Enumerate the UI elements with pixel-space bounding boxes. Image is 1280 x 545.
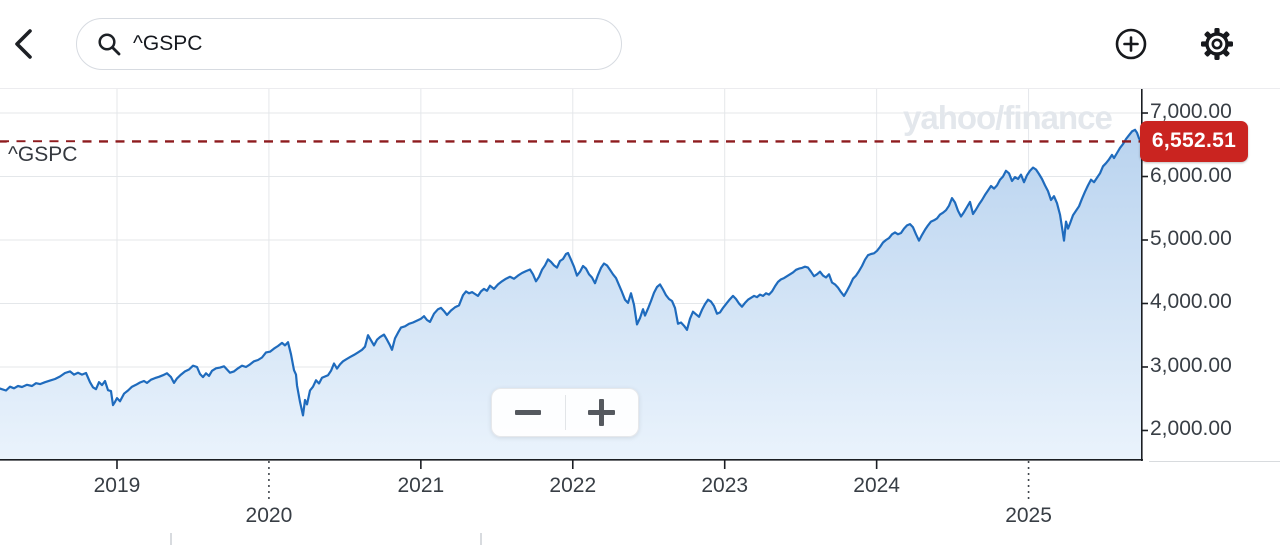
zoom-controls bbox=[491, 388, 639, 437]
last-price-badge: 6,552.51 bbox=[1140, 120, 1248, 162]
back-icon bbox=[15, 29, 32, 59]
plus-icon bbox=[588, 399, 616, 426]
zoom-divider bbox=[564, 395, 566, 430]
zoom-in-button[interactable] bbox=[566, 389, 639, 436]
add-button[interactable] bbox=[1112, 25, 1150, 63]
search-pill[interactable] bbox=[76, 18, 622, 70]
price-area bbox=[0, 129, 1141, 460]
bottom-strip-tick bbox=[170, 533, 172, 545]
zoom-out-button[interactable] bbox=[492, 389, 565, 436]
gear-icon bbox=[1201, 28, 1233, 60]
add-circle-icon bbox=[1115, 28, 1147, 60]
settings-button[interactable] bbox=[1198, 25, 1236, 63]
bottom-strip-tick bbox=[480, 533, 482, 545]
price-line bbox=[0, 128, 1143, 417]
minus-icon bbox=[515, 410, 542, 415]
top-bar bbox=[0, 0, 1280, 89]
last-price-value: 6,552.51 bbox=[1151, 129, 1237, 153]
search-icon bbox=[98, 33, 121, 56]
search-input[interactable] bbox=[133, 32, 605, 56]
back-button[interactable] bbox=[5, 25, 43, 63]
